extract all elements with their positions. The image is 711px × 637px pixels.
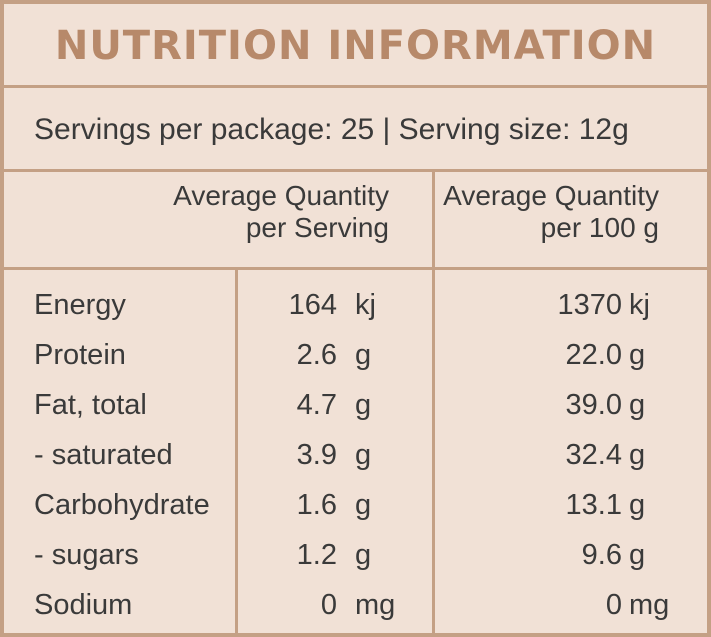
serving-value: 1.2 [296, 539, 337, 571]
nutrient-column-divider [235, 270, 238, 637]
nutrient-name: - sugars [34, 539, 139, 571]
value-column-divider [432, 270, 435, 637]
nutrient-name: Carbohydrate [34, 489, 210, 521]
servings-line: Servings per package: 25 | Serving size:… [4, 88, 707, 172]
serving-unit: kj [355, 289, 376, 321]
serving-value: 0 [320, 589, 337, 621]
serving-unit: g [355, 489, 372, 521]
per100-unit: g [629, 439, 646, 471]
serving-unit: g [355, 539, 372, 571]
serving-unit: mg [355, 589, 396, 621]
header-per-100g: Average Quantity per 100 g [443, 180, 659, 244]
serving-unit: g [355, 439, 372, 471]
nutrient-name: Protein [34, 339, 126, 371]
per100-value: 32.4 [565, 439, 622, 471]
table-row: Sodium 0 mg 0 mg [4, 585, 707, 635]
nutrient-name: Fat, total [34, 389, 147, 421]
table-row: Energy 164 kj 1370 kj [4, 285, 707, 335]
per100-unit: g [629, 489, 646, 521]
table-row: - sugars 1.2 g 9.6 g [4, 535, 707, 585]
serving-unit: g [355, 389, 372, 421]
serving-value: 2.6 [296, 339, 337, 371]
per100-unit: g [629, 339, 646, 371]
serving-value: 164 [288, 289, 337, 321]
per100-unit: g [629, 539, 646, 571]
per100-unit: kj [629, 289, 650, 321]
serving-value: 3.9 [296, 439, 337, 471]
header-row-divider [4, 267, 707, 270]
header-column-divider [432, 172, 435, 267]
table-row: Carbohydrate 1.6 g 13.1 g [4, 485, 707, 535]
nutrient-name: - saturated [34, 439, 173, 471]
nutrient-name: Energy [34, 289, 126, 321]
serving-value: 1.6 [296, 489, 337, 521]
per100-unit: mg [629, 589, 670, 621]
header-per-serving: Average Quantity per Serving [173, 180, 389, 244]
serving-value: 4.7 [296, 389, 337, 421]
header-per-serving-line1: Average Quantity [173, 180, 389, 211]
table-row: Protein 2.6 g 22.0 g [4, 335, 707, 385]
per100-value: 39.0 [565, 389, 622, 421]
header-per-serving-line2: per Serving [245, 212, 389, 243]
header-per-100g-line1: Average Quantity [443, 180, 659, 211]
per100-value: 1370 [557, 289, 622, 321]
panel-title: NUTRITION INFORMATION [4, 4, 707, 88]
nutrition-rows: Energy 164 kj 1370 kj Protein 2.6 g 22.0… [4, 285, 707, 635]
table-row: - saturated 3.9 g 32.4 g [4, 435, 707, 485]
serving-unit: g [355, 339, 372, 371]
per100-value: 22.0 [565, 339, 622, 371]
header-per-100g-line2: per 100 g [540, 212, 659, 243]
per100-value: 0 [605, 589, 622, 621]
per100-value: 9.6 [581, 539, 622, 571]
per100-unit: g [629, 389, 646, 421]
nutrient-name: Sodium [34, 589, 133, 621]
per100-value: 13.1 [565, 489, 622, 521]
table-row: Fat, total 4.7 g 39.0 g [4, 385, 707, 435]
